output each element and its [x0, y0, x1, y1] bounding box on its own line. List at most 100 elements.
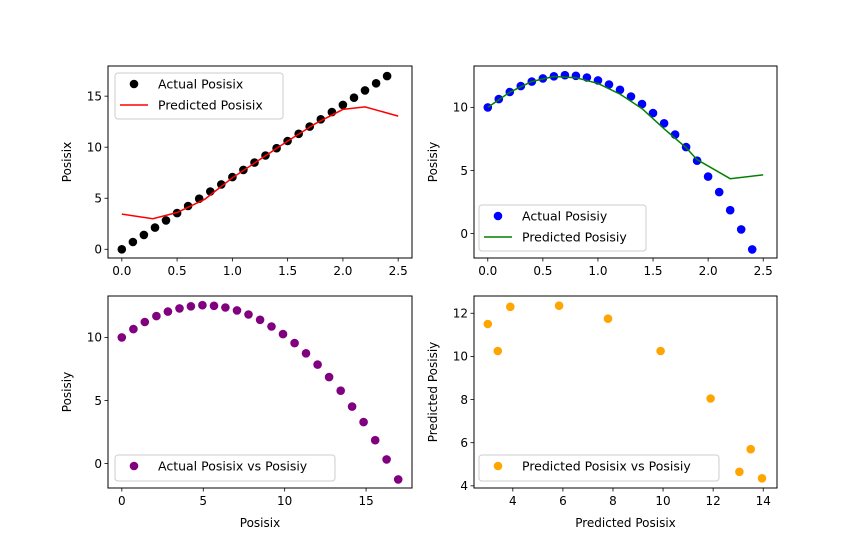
chart-2-legend-label: Actual Posisiy	[522, 209, 608, 224]
chart-3-ytick-label: 10	[87, 331, 102, 345]
chart-1-series-1-point	[382, 71, 392, 81]
chart-4-series-1-point	[746, 444, 755, 454]
chart-1-legend-label: Predicted Posisix	[158, 98, 263, 113]
chart-2-xtick-label: 0.0	[478, 264, 497, 278]
chart-3-series-1-point	[324, 372, 334, 382]
chart-2-axes-frame	[473, 65, 778, 259]
chart-1-series-1-point	[161, 216, 171, 225]
chart-3-ylabel: Posisiy	[60, 372, 74, 412]
chart-3-series-1-point	[221, 303, 230, 312]
chart-2-xtick-label: 1.5	[643, 264, 662, 278]
chart-4-series-1-point	[506, 302, 515, 312]
chart-2-xtick-label: 1.0	[588, 264, 607, 278]
chart-1-series-1-point	[371, 79, 381, 88]
chart-4-xtick-label: 14	[756, 494, 771, 508]
chart-1-xtick-label: 1.0	[223, 264, 242, 278]
chart-3-series-1-point	[370, 435, 380, 445]
chart-2-series-1-point	[714, 187, 724, 197]
chart-3-series-1-point	[198, 300, 207, 310]
chart-4-axes-frame	[473, 295, 778, 489]
chart-3-ytick-label: 5	[94, 394, 102, 408]
chart-2-series-1-point	[725, 205, 735, 215]
chart-1-series-1-point	[139, 230, 149, 240]
chart-2-series-1-point	[659, 119, 669, 128]
chart-1-series-1-point	[217, 180, 226, 189]
chart-3-series-1-point	[140, 317, 150, 327]
chart-3-series-1-point	[129, 324, 138, 334]
chart-3-legend-label: Actual Posisix vs Posisiy	[158, 459, 308, 474]
chart-1-series-1-point	[360, 86, 370, 95]
chart-4-series-1-point	[656, 346, 665, 356]
chart-3-xlabel: Posisix	[240, 516, 280, 530]
chart-4-legend-marker-swatch	[493, 461, 503, 471]
chart-2-series-1-point	[626, 92, 636, 101]
chart-2-xtick-label: 2.0	[699, 264, 718, 278]
chart-3-series-1-point	[186, 302, 196, 311]
chart-2-series-1-point	[703, 172, 713, 181]
chart-1-ytick-label: 10	[87, 140, 102, 154]
chart-1-xtick-label: 2.0	[333, 264, 352, 278]
chart-4-series-1-point	[483, 319, 493, 329]
chart-3-series-1-point	[336, 386, 346, 396]
chart-2-series-1-point	[736, 225, 746, 234]
chart-4: 4 6 8 10 12 14 4 6 8 10 12 Predicted Posisix Predict…	[426, 295, 778, 530]
chart-3-xtick-label: 5	[199, 494, 207, 508]
chart-3: 0 5 10 15 0 5 10 Posisix Posisiy Actual Posisix v…	[60, 295, 413, 530]
chart-4-xtick-label: 4	[509, 494, 517, 508]
chart-2-series-1-point	[615, 85, 625, 95]
chart-4-series-1-point	[493, 346, 503, 356]
chart-4-series-1-point	[706, 394, 715, 403]
chart-4-legend-box	[478, 454, 720, 482]
chart-1: 0.0 0.5 1.0 1.5 2.0 2.5 0 5 10 15 Posisix Actual Po…	[60, 65, 413, 278]
chart-4-xtick-label: 8	[609, 494, 617, 508]
chart-4-legend-label: Predicted Posisix vs Posisiy	[522, 459, 691, 474]
chart-3-series-1-point	[393, 475, 403, 484]
chart-1-series-1-point	[128, 237, 138, 247]
chart-3-series-1-point	[278, 329, 288, 339]
chart-3-series-1-point	[117, 333, 127, 342]
chart-2-xtick-label: 0.5	[533, 264, 552, 278]
chart-3-series-1-point	[382, 455, 391, 464]
chart-3-series-1-point	[244, 310, 253, 319]
chart-3-legend: Actual Posisix vs Posisiy	[114, 454, 336, 482]
chart-4-ylabel: Predicted Posisiy	[426, 342, 440, 443]
chart-2-series-1-point	[560, 70, 570, 80]
chart-3-xtick-label: 0	[118, 494, 126, 508]
chart-3-series-1-point	[209, 301, 219, 311]
chart-4-series-1-point	[554, 301, 564, 311]
chart-2-ytick-label: 10	[453, 101, 468, 115]
chart-4-xtick-label: 6	[559, 494, 567, 508]
chart-1-legend-box	[114, 72, 284, 120]
chart-3-series-1-point	[267, 322, 276, 331]
chart-3-series-1-point	[347, 402, 357, 411]
chart-1-legend-marker-swatch	[129, 79, 139, 89]
chart-4-xtick-label: 10	[655, 494, 670, 508]
chart-4-ytick-label: 12	[453, 307, 468, 321]
chart-4-ytick-label: 10	[453, 350, 468, 364]
chart-2-ytick-label: 0	[460, 227, 468, 241]
chart-1-legend: Actual Posisix Predicted Posisix	[114, 72, 284, 120]
chart-4-xlabel: Predicted Posisix	[575, 516, 676, 530]
chart-2-series-1-point	[648, 108, 658, 118]
chart-1-xtick-label: 2.5	[389, 264, 408, 278]
chart-4-ytick-label: 4	[460, 479, 468, 493]
chart-1-series-1-point	[338, 100, 348, 110]
chart-2-ytick-label: 5	[460, 164, 468, 178]
chart-2-series-1-point	[692, 156, 702, 165]
chart-3-series-1-point	[175, 304, 184, 313]
chart-1-series-1-point	[349, 93, 359, 102]
chart-1-ytick-label: 5	[94, 192, 102, 206]
chart-3-axes-frame	[107, 295, 413, 489]
chart-2-series-2-line	[487, 75, 764, 180]
chart-4-series-1-point	[603, 314, 613, 324]
chart-2-legend-box	[478, 204, 647, 252]
chart-1-xtick-label: 0.5	[168, 264, 187, 278]
chart-4-legend: Predicted Posisix vs Posisiy	[478, 454, 720, 482]
chart-1-series-1-point	[150, 223, 160, 232]
chart-3-series-1-point	[232, 306, 242, 315]
chart-2-series-1-point	[637, 99, 647, 109]
chart-3-series-1-point	[359, 417, 368, 427]
chart-2-legend-label: Predicted Posisiy	[522, 230, 627, 245]
chart-2-ylabel: Posisiy	[426, 142, 440, 182]
chart-2-legend: Actual Posisiy Predicted Posisiy	[478, 204, 647, 252]
